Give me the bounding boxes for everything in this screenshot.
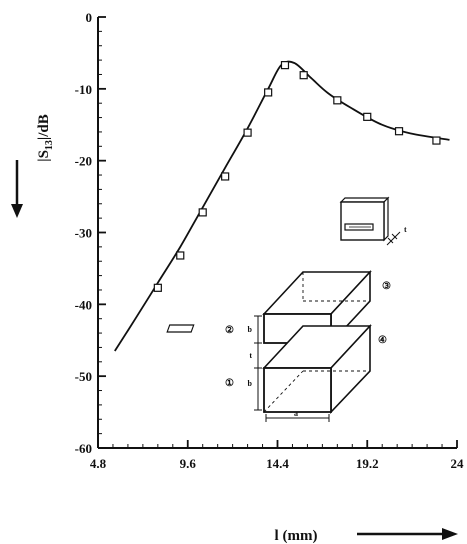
- y-tick-label: -50: [75, 369, 92, 384]
- measured-point: [176, 251, 185, 260]
- dim-a-label: a: [294, 409, 298, 418]
- dim-b-upper-label: b: [248, 325, 253, 334]
- y-ticks: [98, 16, 106, 449]
- dim-t-label: t: [249, 351, 252, 360]
- x-tick-label: 4.8: [90, 456, 107, 471]
- x-axis-arrow-head: [442, 528, 458, 540]
- port-4-label: ④: [378, 335, 387, 346]
- plate-front-face: [340, 201, 385, 241]
- y-axis-title: |S13|/dB: [36, 114, 55, 161]
- measured-point: [299, 71, 308, 80]
- y-tick-label: -20: [75, 154, 92, 169]
- y-axis-title-main: |S: [36, 150, 52, 162]
- y-tick-label: -40: [75, 297, 92, 312]
- x-tick-label: 9.6: [180, 456, 197, 471]
- port-3-label: ③: [382, 281, 391, 292]
- dim-b-lower-label: b: [248, 379, 253, 388]
- plate-dim-line: [386, 231, 401, 246]
- x-tick-label: 24: [451, 456, 465, 471]
- measured-point: [394, 127, 404, 136]
- measured-point: [243, 128, 252, 137]
- lower-guide-front: [263, 367, 332, 413]
- plate-dim-tick-a: [387, 237, 394, 244]
- measured-point: [432, 136, 441, 145]
- plate-dim-label: t: [404, 225, 407, 234]
- measured-point: [153, 283, 162, 292]
- y-tick-label: -30: [75, 226, 92, 241]
- y-axis-title-sub: 13: [44, 140, 55, 150]
- y-axis-arrow-head: [11, 204, 23, 218]
- y-tick-label: 0: [86, 10, 93, 25]
- x-axis-title: l (mm): [275, 528, 318, 544]
- x-tick-label: 19.2: [356, 456, 379, 471]
- x-ticks: [97, 440, 458, 448]
- measured-point: [221, 172, 230, 181]
- port-1-label: ①: [225, 378, 234, 389]
- measured-point: [363, 112, 372, 121]
- series-layer: [114, 60, 450, 352]
- port-2-label: ②: [225, 325, 234, 336]
- inset-plate-diagram: t: [339, 196, 407, 246]
- x-tick-labels: 4.8 9.6 14.4 19.2 24: [90, 456, 464, 471]
- inset-waveguide-diagram: a b t b ③ ④ ② ①: [166, 269, 391, 422]
- y-axis-title-tail: |/dB: [36, 114, 52, 140]
- measured-point: [198, 208, 207, 217]
- plate-dim-tick-b: [391, 233, 398, 240]
- x-tick-label: 14.4: [266, 456, 289, 471]
- measured-point: [333, 96, 342, 105]
- measured-point: [264, 88, 273, 97]
- y-tick-labels: 0 -10 -20 -30 -40 -50 -60: [75, 10, 92, 456]
- y-tick-label: -60: [75, 441, 92, 456]
- y-tick-label: -10: [75, 82, 92, 97]
- measured-point: [280, 61, 290, 70]
- coupling-slot: [166, 324, 195, 333]
